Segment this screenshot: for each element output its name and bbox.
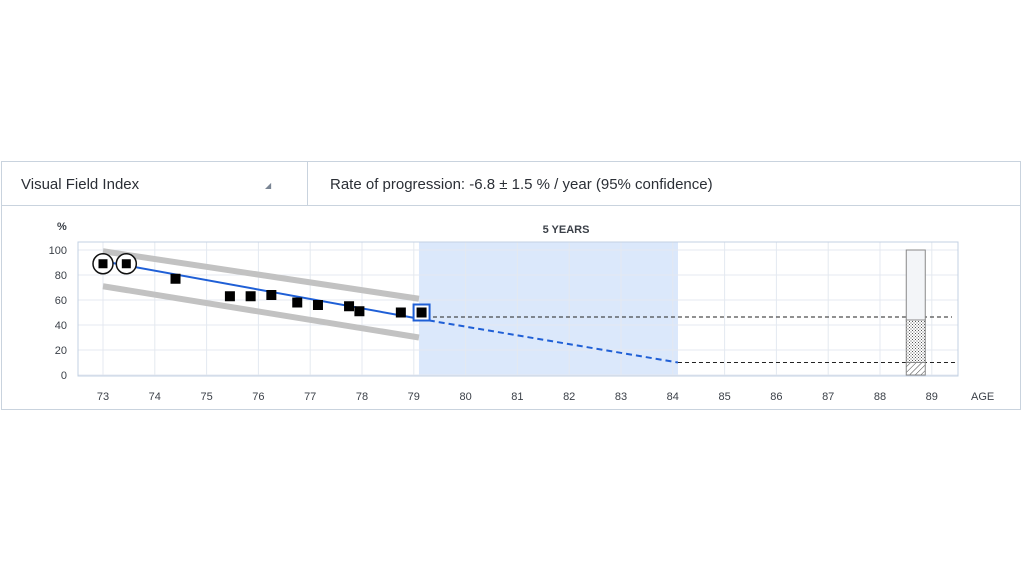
- confidence-upper: [102, 248, 420, 302]
- age-bar-projected-loss: [905, 319, 926, 363]
- x-tick-label: 82: [563, 391, 575, 403]
- y-tick-label: 20: [55, 345, 67, 357]
- x-tick-label: 78: [356, 391, 368, 403]
- x-tick-label: 81: [511, 391, 523, 403]
- data-point: [312, 300, 323, 310]
- x-tick-label: 79: [408, 391, 420, 403]
- x-tick-label: 84: [667, 391, 679, 403]
- data-points: [92, 253, 431, 322]
- plot-frame: [77, 241, 959, 377]
- x-tick-label: 73: [97, 391, 109, 403]
- data-point: [121, 259, 131, 269]
- age-bar-remaining-projected: [905, 362, 926, 376]
- y-tick-label: 0: [61, 370, 67, 382]
- x-tick-label: 75: [200, 391, 212, 403]
- y-axis-ticks: 0 20 40 60 80 100: [49, 245, 67, 382]
- y-axis-label: %: [57, 221, 67, 233]
- x-tick-label: 83: [615, 391, 627, 403]
- data-point: [395, 307, 406, 318]
- age-bar-remaining: [905, 249, 926, 321]
- x-tick-label: 89: [926, 391, 938, 403]
- x-tick-label: 74: [149, 391, 161, 403]
- x-tick-label: 88: [874, 391, 886, 403]
- trend-line: [102, 260, 420, 320]
- data-point: [98, 259, 108, 269]
- x-tick-label: 80: [459, 391, 471, 403]
- age-bar: [905, 249, 926, 376]
- x-tick-label: 77: [304, 391, 316, 403]
- y-tick-label: 60: [55, 295, 67, 307]
- x-tick-label: 87: [822, 391, 834, 403]
- y-tick-label: 40: [55, 320, 67, 332]
- x-tick-label: 76: [252, 391, 264, 403]
- trend-lines: [102, 260, 679, 364]
- data-point: [344, 301, 355, 312]
- confidence-band: [102, 248, 420, 341]
- panel-header: Visual Field Index ◢ Rate of progression…: [2, 162, 1020, 206]
- index-selector-label: Visual Field Index: [21, 176, 140, 193]
- projection-region: [418, 242, 678, 376]
- data-point: [224, 291, 235, 302]
- x-tick-label: 86: [770, 391, 782, 403]
- data-point: [292, 297, 303, 308]
- y-tick-label: 80: [55, 270, 67, 282]
- x-axis-ticks: 73 74 75 76 77 78 79 80 81 82 83 84 85 86 87 88 89: [97, 391, 938, 403]
- rate-of-progression: Rate of progression: -6.8 ± 1.5 % / year…: [330, 176, 713, 193]
- triangle-down-icon: ◢: [265, 181, 272, 190]
- x-axis-label: AGE: [971, 391, 994, 403]
- y-tick-label: 100: [49, 245, 67, 257]
- x-tick-label: 85: [718, 391, 730, 403]
- data-point: [170, 273, 181, 284]
- projection-label: 5 YEARS: [543, 224, 590, 236]
- projection-line: [418, 317, 679, 364]
- data-point: [416, 307, 427, 318]
- data-point: [266, 290, 277, 300]
- data-point: [354, 306, 365, 317]
- index-selector[interactable]: Visual Field Index ◢: [2, 162, 308, 205]
- confidence-lower: [102, 283, 420, 341]
- data-point: [245, 291, 256, 302]
